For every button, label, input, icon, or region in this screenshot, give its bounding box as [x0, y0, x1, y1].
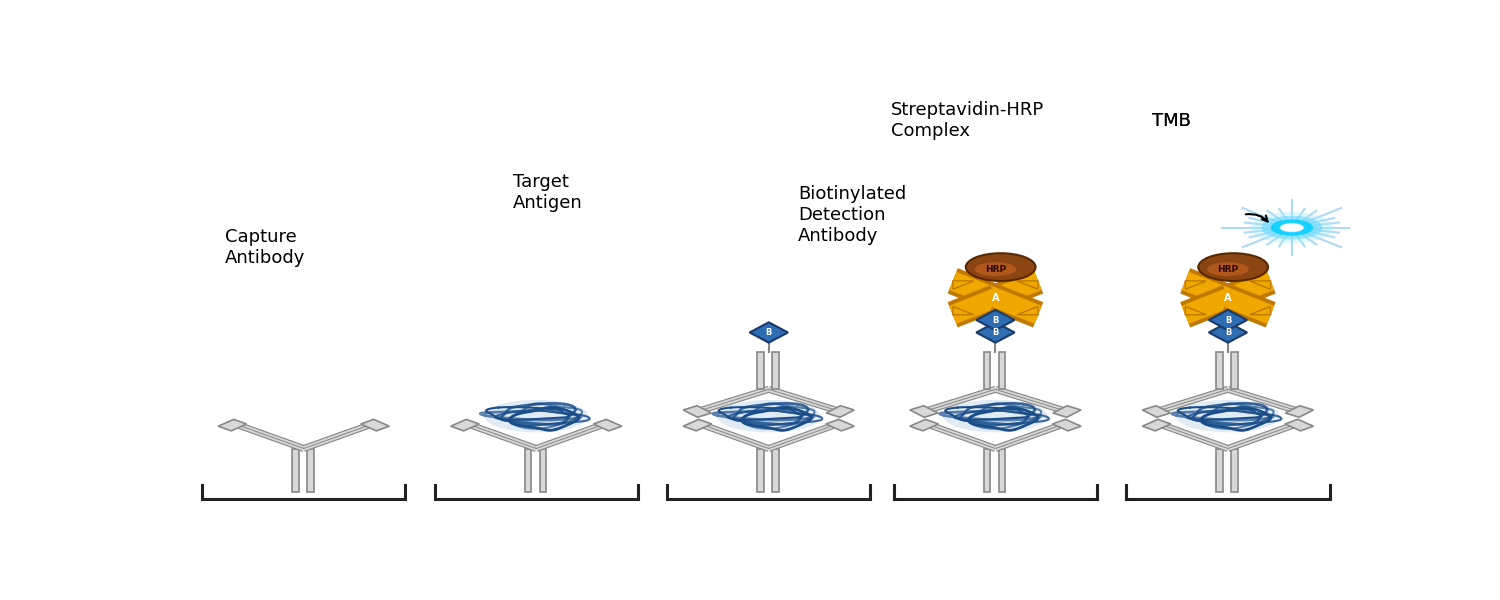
Bar: [999, 449, 1005, 493]
Bar: [1232, 352, 1238, 389]
Text: B: B: [1224, 328, 1232, 337]
Ellipse shape: [1208, 262, 1249, 276]
Bar: [984, 352, 990, 389]
Polygon shape: [1250, 281, 1270, 289]
Text: A: A: [992, 293, 999, 303]
Polygon shape: [976, 310, 1014, 330]
FancyBboxPatch shape: [827, 406, 854, 417]
Text: HRP: HRP: [1218, 265, 1239, 274]
Bar: [984, 449, 990, 493]
Bar: [999, 352, 1005, 389]
Polygon shape: [976, 322, 1014, 343]
Bar: [540, 449, 546, 493]
Text: B: B: [1224, 316, 1232, 325]
Text: TMB: TMB: [1152, 112, 1191, 130]
FancyBboxPatch shape: [827, 419, 855, 431]
Bar: [308, 449, 314, 493]
Bar: [772, 449, 778, 493]
Text: Streptavidin-HRP
Complex: Streptavidin-HRP Complex: [891, 101, 1044, 140]
Text: A: A: [1224, 293, 1232, 303]
Ellipse shape: [717, 400, 821, 433]
Bar: [1232, 449, 1238, 493]
Text: HRP: HRP: [986, 265, 1006, 274]
Ellipse shape: [1280, 223, 1304, 232]
FancyBboxPatch shape: [1143, 419, 1172, 431]
Text: Capture
Antibody: Capture Antibody: [225, 228, 304, 267]
Text: Target
Antigen: Target Antigen: [513, 173, 582, 212]
Text: B: B: [765, 328, 772, 337]
Ellipse shape: [1280, 223, 1304, 232]
Bar: [772, 352, 778, 389]
Polygon shape: [952, 307, 974, 315]
FancyBboxPatch shape: [910, 419, 939, 431]
FancyBboxPatch shape: [682, 419, 711, 431]
Polygon shape: [1017, 281, 1038, 289]
Text: TMB: TMB: [1152, 112, 1191, 130]
FancyBboxPatch shape: [450, 419, 478, 431]
Text: B: B: [993, 316, 999, 325]
Polygon shape: [1185, 307, 1206, 315]
Bar: [758, 352, 764, 389]
Ellipse shape: [944, 400, 1047, 433]
Polygon shape: [1209, 310, 1246, 330]
Ellipse shape: [1176, 400, 1280, 433]
Ellipse shape: [1270, 220, 1312, 236]
FancyBboxPatch shape: [1143, 406, 1170, 417]
Bar: [1216, 352, 1222, 389]
Bar: [292, 449, 298, 493]
Ellipse shape: [975, 262, 1017, 276]
FancyBboxPatch shape: [217, 419, 246, 431]
Ellipse shape: [1286, 225, 1298, 230]
Polygon shape: [1250, 307, 1270, 315]
Ellipse shape: [1198, 253, 1268, 281]
Polygon shape: [1017, 307, 1038, 315]
Bar: [758, 449, 764, 493]
Polygon shape: [750, 322, 788, 343]
Ellipse shape: [484, 400, 588, 433]
Bar: [525, 449, 531, 493]
FancyBboxPatch shape: [1053, 419, 1082, 431]
Polygon shape: [1209, 322, 1246, 343]
FancyBboxPatch shape: [1286, 419, 1314, 431]
Bar: [1216, 449, 1222, 493]
FancyBboxPatch shape: [684, 406, 711, 417]
Polygon shape: [1185, 281, 1206, 289]
FancyBboxPatch shape: [362, 419, 390, 431]
FancyBboxPatch shape: [910, 406, 938, 417]
Ellipse shape: [1262, 216, 1323, 239]
FancyBboxPatch shape: [1053, 406, 1082, 417]
Text: Biotinylated
Detection
Antibody: Biotinylated Detection Antibody: [798, 185, 906, 245]
Text: B: B: [993, 328, 999, 337]
Ellipse shape: [1251, 212, 1332, 244]
Ellipse shape: [966, 253, 1035, 281]
Polygon shape: [952, 281, 974, 289]
FancyBboxPatch shape: [1286, 406, 1314, 417]
FancyBboxPatch shape: [594, 419, 622, 431]
